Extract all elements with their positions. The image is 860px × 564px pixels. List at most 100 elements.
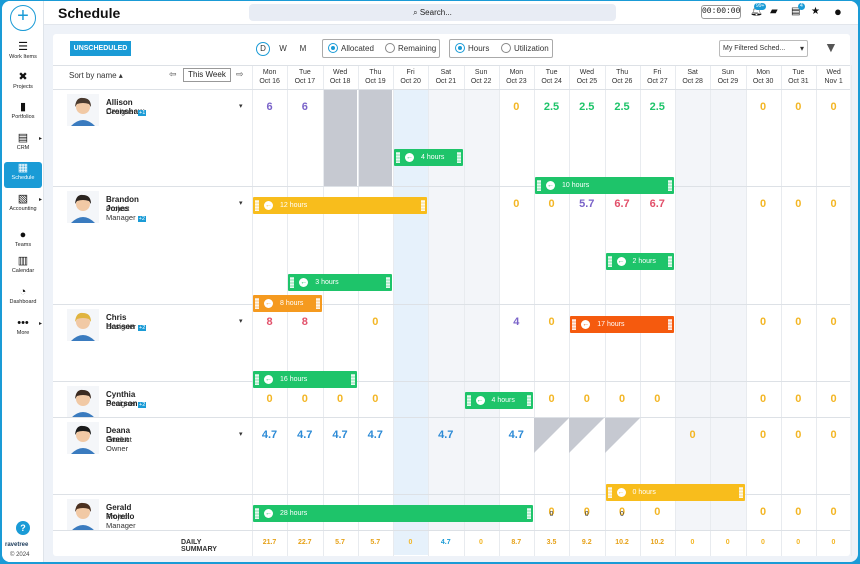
chat-icon[interactable]: ▰ <box>770 6 778 17</box>
drag-handle-right[interactable] <box>668 319 672 330</box>
drag-handle-left[interactable] <box>396 152 400 163</box>
drag-handle-right[interactable] <box>421 200 426 211</box>
drag-handle-left[interactable] <box>255 298 259 309</box>
star-icon[interactable]: ★ <box>811 6 820 17</box>
bell-icon[interactable]: 🔔︎ <box>750 6 763 17</box>
sort-by-name[interactable]: Sort by name ▴ <box>69 71 123 80</box>
allocation-bar[interactable]: ← 4 hours <box>464 392 533 409</box>
allocation-bar[interactable]: ← 17 hours <box>570 316 674 333</box>
drag-handle-right[interactable] <box>527 508 531 519</box>
drag-handle-left[interactable] <box>537 180 541 191</box>
person-name[interactable]: Gerald Morello <box>106 503 135 521</box>
arrow-left-icon[interactable]: ← <box>264 375 273 384</box>
arrow-left-icon[interactable]: ← <box>264 299 273 308</box>
drag-handle-left[interactable] <box>255 200 259 211</box>
avatar <box>67 309 99 341</box>
arrow-left-icon[interactable]: ← <box>405 153 414 162</box>
expand-dropdown-icon[interactable]: ▾ <box>239 200 243 207</box>
drag-handle-right[interactable] <box>527 395 531 406</box>
sidebar-item-portfolios[interactable]: ▮ Portfolios <box>2 101 44 127</box>
arrow-left-icon[interactable]: ← <box>299 278 309 287</box>
drag-handle-left[interactable] <box>607 487 612 498</box>
extra-roles-badge[interactable]: +1 <box>138 110 147 116</box>
next-week-icon[interactable]: ⇨ <box>236 69 244 79</box>
allocation-bar[interactable]: ← 2 hours <box>605 253 674 270</box>
arrow-left-icon[interactable]: ← <box>264 509 273 518</box>
capacity-value: 0 <box>583 393 590 405</box>
allocation-bar[interactable]: ← 4 hours <box>394 149 463 166</box>
drag-handle-left[interactable] <box>607 256 612 267</box>
extra-roles-badge[interactable]: +2 <box>137 216 146 222</box>
remaining-radio[interactable]: Remaining <box>385 43 436 53</box>
sidebar-item-crm[interactable]: ▤ CRM ▸ <box>2 132 44 158</box>
week-view-toggle[interactable]: W <box>279 44 287 53</box>
sidebar-item-projects[interactable]: ✖ Projects <box>2 71 44 97</box>
allocation-bar[interactable]: ← 12 hours <box>253 197 428 214</box>
day-view-toggle[interactable]: D <box>256 42 270 56</box>
month-view-toggle[interactable]: M <box>299 44 307 53</box>
arrow-left-icon[interactable]: ← <box>616 488 626 497</box>
sidebar-item-accounting[interactable]: ▧ Accounting ▸ <box>2 193 44 219</box>
person-name[interactable]: Brandon Jones <box>106 195 139 213</box>
search-bar[interactable]: ⌕ Search... <box>249 4 616 21</box>
hours-radio[interactable]: Hours <box>455 43 489 53</box>
allocated-radio[interactable]: Allocated <box>328 43 374 53</box>
expand-dropdown-icon[interactable]: ▾ <box>239 103 243 110</box>
column-divider <box>499 65 500 556</box>
expand-dropdown-icon[interactable]: ▾ <box>239 318 243 325</box>
person-name[interactable]: Cynthia Pearson <box>106 390 138 408</box>
person-name[interactable]: Chris Hansen <box>106 313 135 331</box>
sidebar-item-schedule[interactable]: ▦ Schedule <box>4 162 42 188</box>
drag-handle-right[interactable] <box>668 180 672 191</box>
sidebar-item-work-items[interactable]: ☰ Work Items <box>2 41 44 67</box>
sidebar-item-calendar[interactable]: ▥ Calendar <box>2 255 44 281</box>
sidebar-item-more[interactable]: ••• More ▸ <box>2 317 44 343</box>
allocation-bar[interactable]: ← 28 hours <box>253 505 533 522</box>
filter-dropdown[interactable]: My Filtered Sched... <box>719 40 808 57</box>
extra-roles-badge[interactable]: +2 <box>138 402 147 408</box>
drag-handle-left[interactable] <box>290 277 295 288</box>
this-week-button[interactable]: This Week <box>183 68 231 82</box>
expand-dropdown-icon[interactable]: ▾ <box>239 431 243 438</box>
drag-handle-left[interactable] <box>255 508 259 519</box>
drag-handle-right[interactable] <box>668 256 672 267</box>
arrow-left-icon[interactable]: ← <box>616 257 626 266</box>
user-avatar-icon[interactable]: ● <box>834 4 842 19</box>
drag-handle-right[interactable] <box>315 298 320 309</box>
drag-handle-left[interactable] <box>255 374 259 385</box>
prev-week-icon[interactable]: ⇦ <box>169 69 177 79</box>
daily-summary-value: 0 <box>796 539 801 546</box>
arrow-left-icon[interactable]: ← <box>264 201 273 210</box>
folder-icon[interactable]: ▤ <box>791 6 801 17</box>
timer[interactable]: 00:00:00 <box>701 5 741 19</box>
capacity-value: 0 <box>830 506 837 518</box>
role-text: Designer <box>106 399 137 408</box>
allocation-bar[interactable]: ← 16 hours <box>253 371 357 388</box>
extra-roles-badge[interactable]: +2 <box>138 325 147 331</box>
arrow-left-icon[interactable]: ← <box>475 396 485 405</box>
column-divider <box>252 65 253 556</box>
arrow-left-icon[interactable]: ← <box>546 181 555 190</box>
help-icon[interactable]: ? <box>16 521 30 535</box>
drag-handle-right[interactable] <box>350 374 355 385</box>
allocation-bar[interactable]: ← 10 hours <box>535 177 674 194</box>
drag-handle-left[interactable] <box>572 319 577 330</box>
allocation-bar[interactable]: ← 0 hours <box>605 484 745 501</box>
sidebar-item-teams[interactable]: ● Teams <box>2 229 44 255</box>
capacity-value: 0 <box>830 198 837 210</box>
allocation-bar[interactable]: ← 8 hours <box>253 295 322 312</box>
drag-handle-left[interactable] <box>466 395 471 406</box>
add-button[interactable]: + <box>10 5 36 31</box>
drag-handle-right[interactable] <box>456 152 461 163</box>
sidebar-item-dashboard[interactable]: ◔ Dashboard <box>2 286 44 312</box>
allocation-bar[interactable]: ← 3 hours <box>288 274 392 291</box>
capacity-value: 0 <box>513 101 520 113</box>
unscheduled-button[interactable]: UNSCHEDULED <box>70 41 131 56</box>
drag-handle-right[interactable] <box>386 277 390 288</box>
drag-handle-right[interactable] <box>738 487 743 498</box>
filter-icon[interactable]: ▼ <box>824 39 838 55</box>
person-name[interactable]: Deana Green <box>106 426 131 444</box>
arrow-left-icon[interactable]: ← <box>581 320 591 329</box>
utilization-radio[interactable]: Utilization <box>501 43 549 53</box>
person-name[interactable]: Allison Crenshaw <box>106 98 145 116</box>
